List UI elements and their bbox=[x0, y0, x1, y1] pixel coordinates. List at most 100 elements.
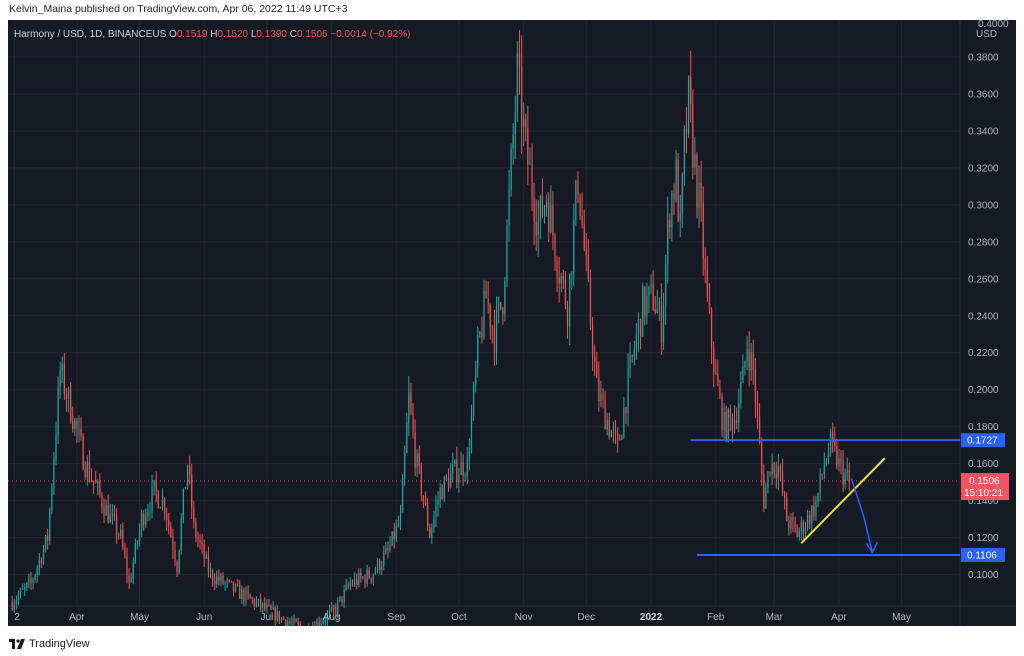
projection-arrow-head bbox=[865, 542, 878, 554]
projection-arrow-line[interactable] bbox=[850, 478, 874, 553]
candle-body bbox=[427, 504, 429, 527]
candle-body bbox=[245, 590, 247, 602]
candle-body bbox=[166, 512, 168, 521]
candle-body bbox=[652, 283, 654, 310]
candle-body bbox=[765, 487, 767, 509]
candle-body bbox=[356, 578, 358, 585]
time-tick-label: Sep bbox=[387, 612, 405, 623]
time-tick-label: Aug bbox=[323, 612, 341, 623]
candle-body bbox=[101, 494, 103, 508]
candle-body bbox=[775, 473, 777, 479]
candle-body bbox=[637, 319, 640, 336]
price-tick-label: 0.2800 bbox=[968, 237, 999, 248]
candle-body bbox=[111, 513, 114, 515]
candle-body bbox=[790, 517, 792, 528]
footer: TradingView bbox=[9, 637, 90, 651]
time-tick-label: Dec bbox=[577, 612, 595, 623]
candle-body bbox=[573, 220, 575, 274]
candle-body bbox=[431, 528, 433, 538]
candle-body bbox=[633, 350, 635, 357]
candle-body bbox=[502, 307, 504, 315]
candle-body bbox=[149, 510, 151, 512]
candle-body bbox=[224, 582, 226, 584]
candle-body bbox=[568, 273, 571, 327]
price-axis[interactable]: 0.3800 0.3600 0.3400 0.3200 0.3000 0.2800 0.26… bbox=[961, 20, 1009, 581]
candle-body bbox=[130, 578, 132, 582]
candle-body bbox=[623, 407, 625, 436]
chart-area[interactable]: 0.3800 0.3600 0.3400 0.3200 0.3000 0.2800 0.26… bbox=[8, 20, 1016, 626]
legend-open: 0.1519 bbox=[177, 29, 208, 40]
price-tick-label: 0.2400 bbox=[968, 311, 999, 322]
candle-body bbox=[197, 537, 199, 541]
candle-body bbox=[370, 578, 372, 581]
candle-body bbox=[341, 596, 343, 603]
candle-body bbox=[76, 420, 78, 430]
candle-body bbox=[368, 570, 370, 579]
candle-body bbox=[291, 622, 293, 624]
candle-body bbox=[763, 473, 765, 509]
candle-body bbox=[397, 523, 400, 526]
price-tick-label: 0.3200 bbox=[968, 163, 999, 174]
candle-body bbox=[30, 579, 32, 583]
candle-body bbox=[418, 453, 420, 466]
candlestick-chart[interactable]: 0.3800 0.3600 0.3400 0.3200 0.3000 0.2800 0.26… bbox=[8, 20, 1016, 626]
price-tick-label: 0.1200 bbox=[968, 533, 999, 544]
candle-body bbox=[222, 575, 224, 584]
candle-body bbox=[723, 412, 725, 430]
time-tick-label: Nov bbox=[515, 612, 533, 623]
candle-body bbox=[103, 507, 105, 516]
candle-body bbox=[802, 522, 805, 534]
candle-body bbox=[740, 382, 742, 404]
candle-body bbox=[65, 394, 68, 399]
price-tick-label: 0.2200 bbox=[968, 348, 999, 359]
candle-body bbox=[585, 248, 587, 255]
candle-body bbox=[220, 575, 222, 581]
candle-body bbox=[335, 608, 337, 613]
candle-body bbox=[276, 611, 278, 621]
candle-body bbox=[500, 302, 502, 308]
candle-body bbox=[124, 546, 126, 557]
time-axis[interactable]: 2 Apr May Jun Jul Aug Sep Oct Nov Dec 2022 Feb Mar Ap… bbox=[14, 612, 911, 623]
candle-body bbox=[237, 584, 239, 586]
candle-body bbox=[756, 402, 759, 417]
candle-body bbox=[84, 469, 86, 477]
candle-body bbox=[203, 544, 205, 559]
price-tick-label: 0.1400 bbox=[968, 496, 999, 507]
candle-body bbox=[475, 368, 477, 385]
candle-body bbox=[343, 589, 345, 603]
candle-body bbox=[251, 598, 253, 600]
candle-body bbox=[495, 309, 498, 353]
candle-body bbox=[285, 619, 287, 626]
candle-body bbox=[815, 502, 817, 517]
candle-body bbox=[690, 76, 692, 105]
candle-body bbox=[627, 368, 629, 414]
candle-body bbox=[658, 301, 660, 309]
candle-body bbox=[779, 466, 782, 472]
candle-body bbox=[738, 403, 740, 423]
candle-body bbox=[452, 464, 454, 473]
candle-body bbox=[702, 203, 704, 259]
candle-body bbox=[72, 421, 74, 430]
level-price-badge bbox=[961, 547, 1005, 562]
candle-body bbox=[504, 281, 506, 315]
candle-body bbox=[424, 501, 427, 505]
candle-body bbox=[848, 470, 850, 482]
candle-body bbox=[414, 432, 416, 468]
candle-body bbox=[679, 212, 681, 222]
candle-body bbox=[437, 500, 439, 506]
candle-body bbox=[247, 590, 249, 595]
candle-body bbox=[262, 603, 264, 608]
tradingview-logo-icon bbox=[9, 639, 25, 649]
candle-body bbox=[706, 268, 709, 299]
candle-body bbox=[211, 570, 214, 581]
candle-body bbox=[510, 148, 512, 190]
candle-body bbox=[161, 499, 164, 509]
candle-body bbox=[752, 352, 754, 370]
candle-body bbox=[673, 193, 675, 200]
ascending-trendline[interactable] bbox=[800, 457, 886, 544]
candle-body bbox=[458, 474, 460, 483]
time-tick-label: 2022 bbox=[640, 612, 663, 623]
candle-body bbox=[270, 605, 272, 610]
candle-body bbox=[817, 492, 819, 503]
candle-body bbox=[548, 202, 550, 233]
